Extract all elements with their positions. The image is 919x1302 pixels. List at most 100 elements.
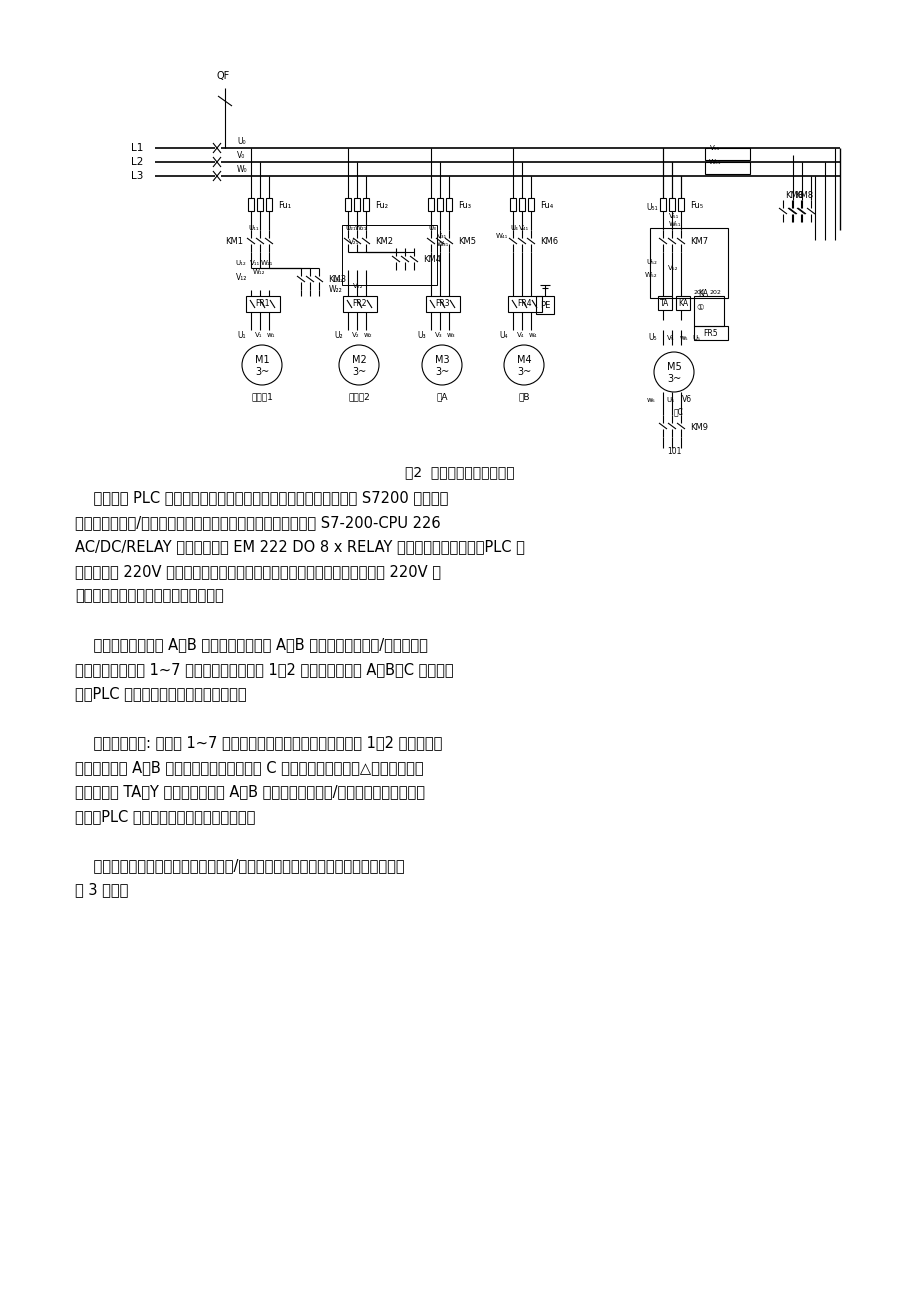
Text: 图2  工业混料系统主电路图: 图2 工业混料系统主电路图 [404,465,515,479]
Text: KA: KA [677,298,687,307]
Text: KM4: KM4 [423,255,440,264]
Text: ①: ① [696,303,703,312]
Text: 所需的输出有: 驱动阀 1~7 的开闭及指示灯的信号，拖动搅拌器 1、2 的电机的接: 所需的输出有: 驱动阀 1~7 的开闭及指示灯的信号，拖动搅拌器 1、2 的电机… [75,736,442,750]
Text: U₁₂: U₁₂ [235,260,245,266]
Text: 源采用交流 220V 供电，直流输入，继电器输出。所有输出端全部采用交流 220V 驱: 源采用交流 220V 供电，直流输入，继电器输出。所有输出端全部采用交流 220… [75,564,440,579]
Bar [518,198,525,211]
Text: 换，启停按钮，阀 1~7 的开闭按钮，搅拌器 1、2 的启停按钮，泵 A、B、C 的启停按: 换，启停按钮，阀 1~7 的开闭按钮，搅拌器 1、2 的启停按钮，泵 A、B、C… [75,661,453,677]
Text: 3~: 3~ [351,367,366,378]
Text: KM3: KM3 [328,276,346,285]
Bar [507,296,541,312]
Text: L1: L1 [130,143,142,154]
Text: U₅₁: U₅₁ [646,203,657,212]
Text: L2: L2 [130,158,142,167]
Text: W₀: W₀ [237,165,247,174]
Text: 制器，根据输入/输出点数和控制要求，本控制系统选用西门子 S7-200-CPU 226: 制器，根据输入/输出点数和控制要求，本控制系统选用西门子 S7-200-CPU … [75,516,440,530]
Text: U₄: U₄ [499,331,507,340]
Text: 根据控制对象、控制操作面板和输入/输出继电器地址分配表绘制控制系统电路如: 根据控制对象、控制操作面板和输入/输出继电器地址分配表绘制控制系统电路如 [75,858,404,874]
Text: KM7: KM7 [689,237,708,246]
Text: M4: M4 [516,355,531,365]
Text: V₂₂: V₂₂ [353,283,363,289]
Bar [528,198,533,211]
Text: 3~: 3~ [435,367,448,378]
Text: V₀: V₀ [237,151,245,160]
Text: 泵B: 泵B [517,392,529,401]
Text: V₅₂: V₅₂ [667,266,678,271]
Text: w₁: w₁ [267,332,275,339]
Text: V₅: V₅ [666,335,674,341]
Text: 3~: 3~ [666,374,680,384]
Text: Fu₂: Fu₂ [375,201,388,210]
Text: QF: QF [216,72,230,81]
Bar [343,296,377,312]
Text: 动（包括指示灯、接触器和电磁阀等）: 动（包括指示灯、接触器和电磁阀等） [75,589,223,604]
Text: FR5: FR5 [703,328,718,337]
Bar [446,198,451,211]
Text: U₂₁: U₂₁ [345,225,356,230]
Bar [693,326,727,340]
Text: U₁: U₁ [237,331,245,340]
Text: V₅₁: V₅₁ [709,145,720,151]
Text: AC/DC/RELAY 的基本单元和 EM 222 DO 8 x RELAY 数字量扩展模块组成，PLC 电: AC/DC/RELAY 的基本单元和 EM 222 DO 8 x RELAY 数… [75,539,525,555]
Text: U₂₂: U₂₂ [332,277,343,283]
Text: w₄: w₄ [528,332,537,339]
Text: 根据设计 PLC 控制电路，在本次设计中我们选择了西门子系列的 S7200 作为主控: 根据设计 PLC 控制电路，在本次设计中我们选择了西门子系列的 S7200 作为… [75,491,448,505]
Text: U₅: U₅ [691,335,699,341]
Text: V₃: V₃ [435,332,442,339]
Text: 图 3 所示。: 图 3 所示。 [75,883,129,897]
Text: 202: 202 [709,289,721,294]
Text: W₅₁: W₅₁ [708,159,720,165]
Bar [437,198,443,211]
Bar [668,198,675,211]
Text: V₄₁: V₄₁ [518,225,528,230]
Text: W₂₁: W₂₁ [355,225,367,230]
Text: KM6: KM6 [539,237,558,246]
Bar [256,198,263,211]
Bar [693,296,723,326]
Text: U₆: U₆ [665,397,674,404]
Text: V₂₁: V₂₁ [348,240,359,245]
Text: U₂: U₂ [334,331,343,340]
Text: 泵A: 泵A [436,392,448,401]
Text: M3: M3 [434,355,448,365]
Text: V₁: V₁ [255,332,262,339]
Text: FR4: FR4 [517,299,532,309]
Bar [427,198,434,211]
Text: M2: M2 [351,355,366,365]
Text: 所需的输入有：泵 A、B 的测速传感器，罐 A、B 的空满信号，调试/工作模式转: 所需的输入有：泵 A、B 的测速传感器，罐 A、B 的空满信号，调试/工作模式转 [75,638,427,652]
Text: 搅拌器1: 搅拌器1 [251,392,273,401]
Text: w₅: w₅ [679,335,688,341]
Bar [704,161,749,174]
Text: KM1: KM1 [225,237,243,246]
Text: V₁₂: V₁₂ [235,273,246,283]
Text: PE: PE [539,301,550,310]
Text: 触器，拖动泵 A、B 的电机的接触器，拖动泵 C 电机的电源接触器，△运行接触器，: 触器，拖动泵 A、B 的电机的接触器，拖动泵 C 电机的电源接触器，△运行接触器… [75,760,423,775]
Text: 搅拌器2: 搅拌器2 [347,392,369,401]
Text: w₆: w₆ [646,397,654,404]
Text: KM2: KM2 [375,237,392,246]
Text: U₄: U₄ [509,225,517,230]
Bar [704,148,749,160]
Text: L3: L3 [130,171,142,181]
Text: W₁₁: W₁₁ [261,260,273,266]
Bar [342,225,437,285]
Text: Fu₁: Fu₁ [278,201,290,210]
Text: V₂: V₂ [352,332,359,339]
Text: Fu₄: Fu₄ [539,201,552,210]
Text: U₅: U₅ [648,333,656,342]
Text: Fu₃: Fu₃ [458,201,471,210]
Text: U₅₂: U₅₂ [645,259,656,266]
Text: 电流互感器 TA，Y 启动接触器，罐 A、B 的空溢指示，运行/调试模式指示，工作指: 电流互感器 TA，Y 启动接触器，罐 A、B 的空溢指示，运行/调试模式指示，工… [75,785,425,799]
Text: U₁₁: U₁₁ [248,225,258,230]
Bar [659,198,665,211]
Text: U₃: U₃ [417,331,425,340]
Text: KM5: KM5 [458,237,475,246]
Text: 示灯。PLC 的输出继电器地址分配表（略）: 示灯。PLC 的输出继电器地址分配表（略） [75,809,255,824]
Bar [345,198,351,211]
Text: W₁₂: W₁₂ [253,270,266,275]
Text: 101: 101 [666,448,680,457]
Bar [354,198,359,211]
Text: V₅₁: V₅₁ [668,214,678,219]
Text: FR1: FR1 [255,299,270,309]
Text: W₃₁: W₃₁ [437,241,448,247]
